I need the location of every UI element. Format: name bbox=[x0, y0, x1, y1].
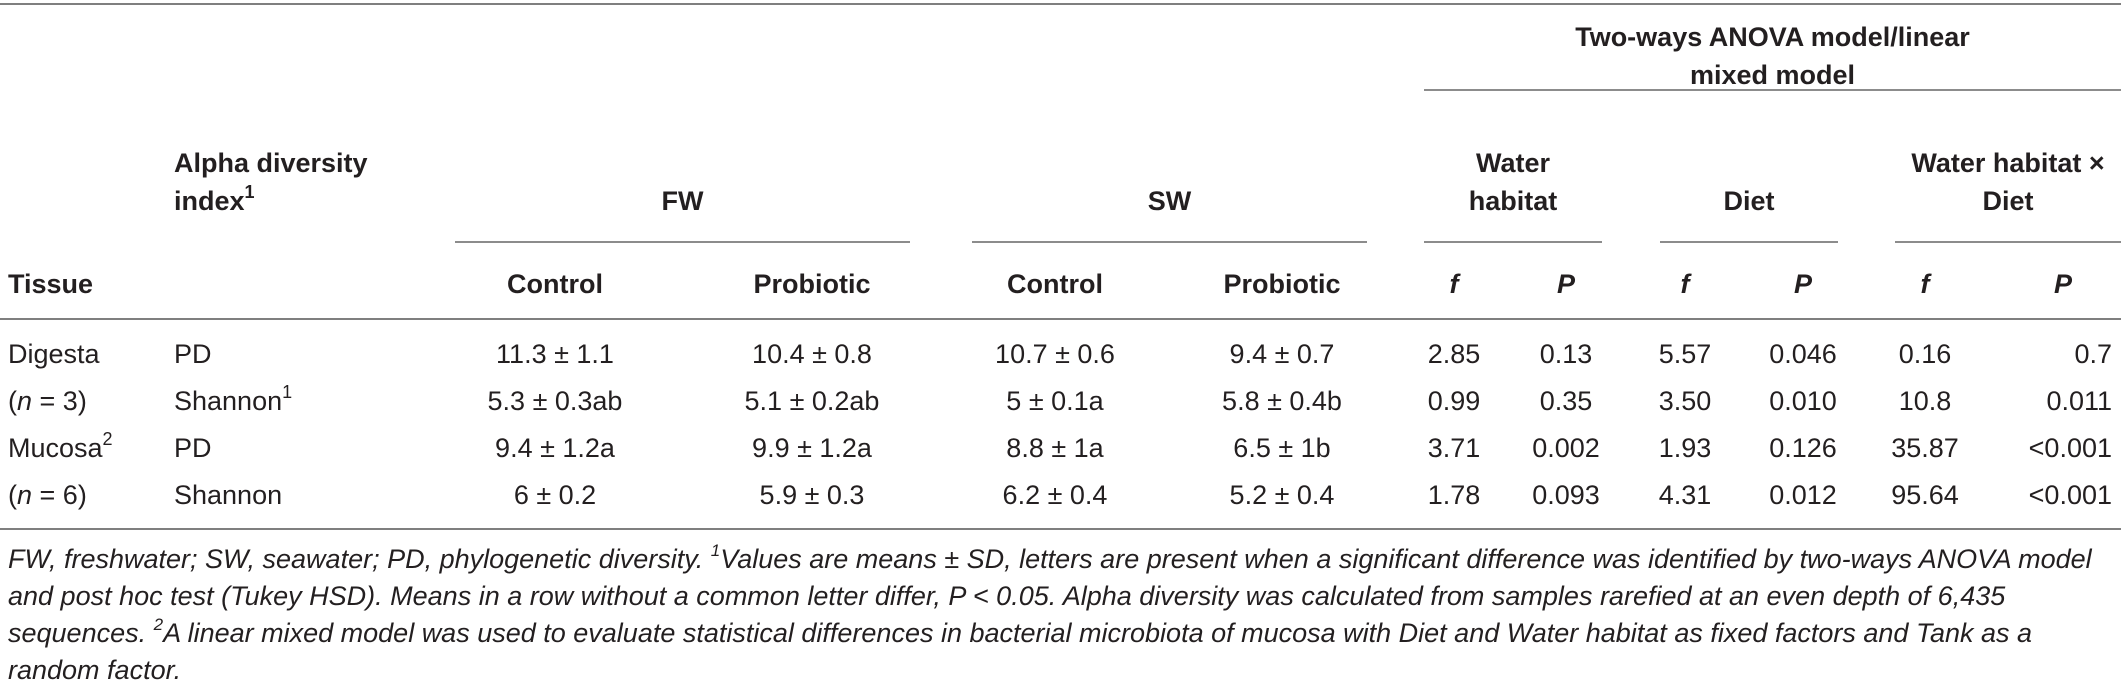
water-header-line1: Water bbox=[1475, 148, 1550, 178]
fw-group-header: FW bbox=[661, 186, 704, 216]
row-index: PD bbox=[174, 433, 212, 463]
table-bottom-rule bbox=[0, 528, 2121, 530]
row-int-p: 0.7 bbox=[2074, 339, 2112, 369]
diet-f-header: f bbox=[1680, 269, 1690, 299]
interaction-header-line2: Diet bbox=[1982, 186, 2034, 216]
table-footnote: FW, freshwater; SW, seawater; PD, phylog… bbox=[8, 541, 2113, 689]
row-wh-p: 0.002 bbox=[1532, 433, 1600, 463]
fw-control-header: Control bbox=[507, 269, 603, 299]
row-wh-f: 0.99 bbox=[1427, 386, 1481, 416]
row-wh-f: 2.85 bbox=[1427, 339, 1481, 369]
row-int-p: 0.011 bbox=[2046, 386, 2112, 416]
diet-rule bbox=[1660, 241, 1838, 243]
row-int-p: <0.001 bbox=[2028, 480, 2112, 510]
footnote-part1: FW, freshwater; SW, seawater; PD, phylog… bbox=[8, 544, 711, 574]
row-index: Shannon1 bbox=[174, 382, 293, 416]
row-diet-f: 4.31 bbox=[1658, 480, 1712, 510]
row-tissue: (n = 3) bbox=[8, 386, 87, 416]
row-fw-probiotic: 9.9 ± 1.2a bbox=[752, 433, 872, 463]
row-fw-control: 5.3 ± 0.3ab bbox=[487, 386, 623, 416]
alpha-diversity-header: Alpha diversity index1 bbox=[174, 144, 474, 220]
row-int-p: <0.001 bbox=[2028, 433, 2112, 463]
row-index: Shannon bbox=[174, 480, 283, 510]
row-tissue: Mucosa2 bbox=[8, 429, 113, 463]
sw-control-header: Control bbox=[1007, 269, 1103, 299]
row-wh-p: 0.35 bbox=[1539, 386, 1593, 416]
row-diet-p: 0.010 bbox=[1769, 386, 1837, 416]
row-sw-control: 5 ± 0.1a bbox=[1006, 386, 1104, 416]
anova-title-line2: mixed model bbox=[1689, 60, 1856, 90]
wh-f-header: f bbox=[1449, 269, 1459, 299]
alpha-header-line1: Alpha diversity bbox=[174, 148, 368, 178]
row-tissue: Digesta bbox=[8, 339, 100, 369]
row-fw-control: 11.3 ± 1.1 bbox=[496, 339, 614, 369]
anova-title-line1: Two-ways ANOVA model/linear bbox=[1575, 22, 1970, 52]
row-sw-control: 8.8 ± 1a bbox=[1006, 433, 1104, 463]
row-int-f: 0.16 bbox=[1898, 339, 1952, 369]
row-sw-control: 6.2 ± 0.4 bbox=[1002, 480, 1108, 510]
int-p-header: P bbox=[2053, 269, 2072, 299]
row-fw-probiotic: 10.4 ± 0.8 bbox=[752, 339, 872, 369]
row-index: PD bbox=[174, 339, 212, 369]
row-sw-probiotic: 5.8 ± 0.4b bbox=[1222, 386, 1342, 416]
row-diet-f: 3.50 bbox=[1658, 386, 1712, 416]
interaction-rule bbox=[1895, 241, 2121, 243]
water-habitat-header: Water habitat bbox=[1424, 144, 1602, 220]
row-diet-p: 0.126 bbox=[1769, 433, 1837, 463]
fw-probiotic-header: Probiotic bbox=[753, 269, 871, 299]
row-sw-probiotic: 9.4 ± 0.7 bbox=[1229, 339, 1335, 369]
row-wh-p: 0.093 bbox=[1532, 480, 1600, 510]
int-f-header: f bbox=[1920, 269, 1930, 299]
interaction-header-line1: Water habitat × bbox=[1911, 148, 2105, 178]
row-sw-probiotic: 5.2 ± 0.4 bbox=[1229, 480, 1335, 510]
row-fw-control: 6 ± 0.2 bbox=[513, 480, 597, 510]
row-tissue: (n = 6) bbox=[8, 480, 87, 510]
row-wh-f: 3.71 bbox=[1427, 433, 1481, 463]
row-diet-p: 0.012 bbox=[1769, 480, 1837, 510]
alpha-header-sup: 1 bbox=[244, 182, 255, 202]
diet-header: Diet bbox=[1723, 186, 1775, 216]
row-diet-f: 1.93 bbox=[1658, 433, 1712, 463]
anova-group-rule bbox=[1424, 89, 2121, 91]
footnote-part2: Values are means ± SD, letters are prese… bbox=[8, 544, 2092, 648]
row-int-f: 35.87 bbox=[1891, 433, 1959, 463]
anova-group-header: Two-ways ANOVA model/linear mixed model bbox=[1424, 18, 2121, 94]
fw-group-rule bbox=[455, 241, 910, 243]
wh-p-header: P bbox=[1556, 269, 1575, 299]
table-top-rule bbox=[0, 3, 2121, 5]
tissue-header: Tissue bbox=[8, 269, 94, 299]
row-int-f: 10.8 bbox=[1898, 386, 1952, 416]
row-fw-probiotic: 5.9 ± 0.3 bbox=[759, 480, 865, 510]
row-int-f: 95.64 bbox=[1891, 480, 1959, 510]
diet-p-header: P bbox=[1793, 269, 1812, 299]
sw-probiotic-header: Probiotic bbox=[1223, 269, 1341, 299]
footnote-sup2: 2 bbox=[153, 615, 164, 634]
row-sw-probiotic: 6.5 ± 1b bbox=[1233, 433, 1331, 463]
water-header-line2: habitat bbox=[1468, 186, 1558, 216]
row-fw-probiotic: 5.1 ± 0.2ab bbox=[744, 386, 880, 416]
row-diet-f: 5.57 bbox=[1658, 339, 1712, 369]
footnote-part3: A linear mixed model was used to evaluat… bbox=[8, 618, 2033, 685]
row-diet-p: 0.046 bbox=[1769, 339, 1837, 369]
sw-group-header: SW bbox=[1147, 186, 1192, 216]
interaction-header: Water habitat × Diet bbox=[1895, 144, 2121, 220]
alpha-header-line2: index bbox=[174, 186, 245, 216]
row-wh-p: 0.13 bbox=[1539, 339, 1593, 369]
footnote-sup1: 1 bbox=[710, 541, 721, 560]
row-wh-f: 1.78 bbox=[1427, 480, 1481, 510]
row-fw-control: 9.4 ± 1.2a bbox=[495, 433, 615, 463]
header-bottom-rule bbox=[0, 318, 2121, 320]
sw-group-rule bbox=[972, 241, 1367, 243]
water-habitat-rule bbox=[1424, 241, 1602, 243]
row-sw-control: 10.7 ± 0.6 bbox=[995, 339, 1115, 369]
